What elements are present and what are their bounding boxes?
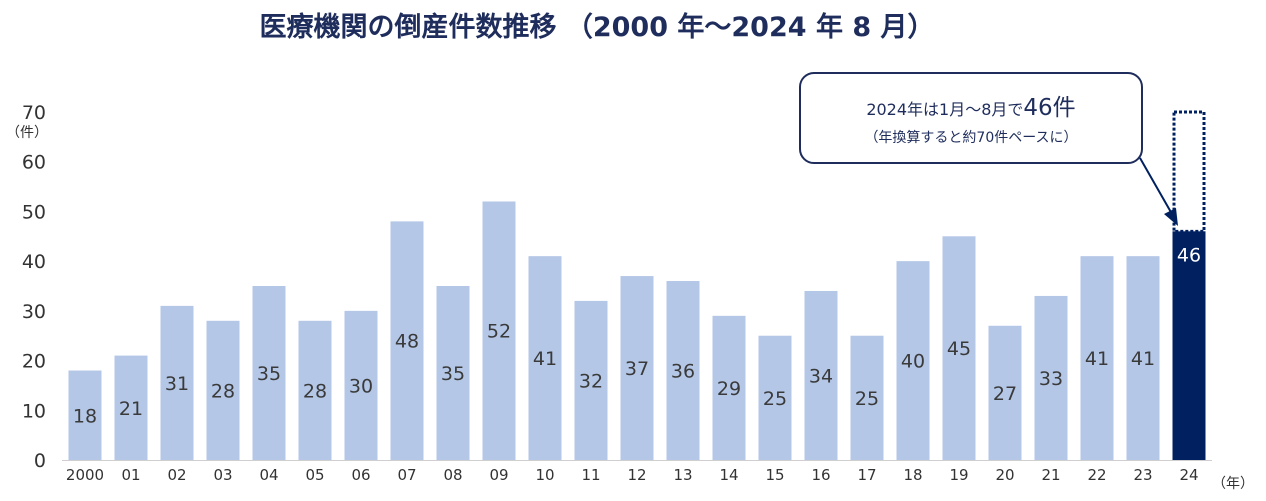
bar (482, 201, 516, 460)
bar (1034, 295, 1068, 460)
y-tick-label: 60 (22, 152, 46, 174)
bar (850, 335, 884, 460)
x-tick-label: 12 (627, 466, 646, 484)
bar-value-label: 29 (717, 378, 741, 400)
x-tick-label: 11 (581, 466, 600, 484)
bar-value-label: 37 (625, 358, 649, 380)
bar (436, 286, 470, 460)
bar-value-label: 41 (533, 348, 557, 370)
callout-arrowhead (1164, 208, 1178, 226)
bar-value-label: 28 (303, 380, 327, 402)
callout-box (799, 72, 1143, 164)
bar (758, 335, 792, 460)
bar-value-label: 27 (993, 383, 1017, 405)
x-tick-label: 16 (811, 466, 830, 484)
y-tick-label: 30 (22, 301, 46, 323)
bar (114, 355, 148, 460)
bar-value-label: 33 (1039, 368, 1063, 390)
x-axis-unit: （年） (1212, 476, 1254, 492)
x-tick-label: 08 (443, 466, 462, 484)
bar-value-label: 48 (395, 331, 419, 353)
x-axis: 2000 01 02 03 04 05 06 07 08 09 10 11 12 13 14 15 16 17 18… (66, 466, 1199, 484)
x-tick-label: 03 (213, 466, 232, 484)
x-tick-label: 10 (535, 466, 554, 484)
bar (804, 290, 838, 460)
bar (988, 325, 1022, 460)
bar-highlight (1172, 231, 1206, 460)
callout-line1-prefix: 2024年は1月～8月で (866, 100, 1023, 119)
callout-arrow (1139, 157, 1173, 215)
x-tick-label: 22 (1087, 466, 1106, 484)
bar (712, 315, 746, 460)
x-tick-label: 23 (1133, 466, 1152, 484)
bar-value-label: 21 (119, 398, 143, 420)
x-tick-label: 24 (1179, 466, 1198, 484)
x-tick-label: 06 (351, 466, 370, 484)
bar-value-label: 41 (1131, 348, 1155, 370)
bar (896, 261, 930, 460)
x-tick-label: 21 (1041, 466, 1060, 484)
x-tick-label: 09 (489, 466, 508, 484)
bar-value-label: 30 (349, 375, 373, 397)
bar-value-label: 25 (855, 388, 879, 410)
x-tick-label: 14 (719, 466, 738, 484)
bar-value-label: 28 (211, 380, 235, 402)
x-tick-label: 02 (167, 466, 186, 484)
x-tick-label: 20 (995, 466, 1014, 484)
bar-value-label: 46 (1177, 244, 1201, 266)
y-tick-label: 40 (22, 251, 46, 273)
x-tick-label: 01 (121, 466, 140, 484)
bar (942, 236, 976, 460)
bar (68, 370, 102, 460)
y-axis-unit: （件） (6, 125, 48, 141)
bar-value-label: 40 (901, 351, 925, 373)
bar-value-label: 52 (487, 321, 511, 343)
bars: 18 21 31 28 35 28 30 48 35 52 41 32 37 36 29 25 34 25 40 45… (68, 110, 1206, 460)
bar (528, 256, 562, 460)
annotation-callout: 2024年は1月～8月で46件 （年換算すると約70件ペースに） (799, 72, 1178, 226)
x-tick-label: 13 (673, 466, 692, 484)
callout-line1-highlight: 46件 (1023, 95, 1075, 121)
y-tick-label: 0 (34, 450, 46, 472)
x-tick-label: 04 (259, 466, 278, 484)
bar-value-label: 34 (809, 365, 833, 387)
bar (574, 300, 608, 460)
x-tick-label: 18 (903, 466, 922, 484)
callout-line1: 2024年は1月～8月で46件 (866, 95, 1075, 121)
y-tick-label: 10 (22, 400, 46, 422)
bar-value-label: 45 (947, 338, 971, 360)
x-tick-label: 05 (305, 466, 324, 484)
bar (252, 286, 286, 460)
bar (1126, 256, 1160, 460)
bar (206, 320, 240, 460)
y-tick-label: 50 (22, 201, 46, 223)
x-tick-label: 07 (397, 466, 416, 484)
bar-value-label: 35 (441, 363, 465, 385)
bar-value-label: 25 (763, 388, 787, 410)
bar (344, 310, 378, 460)
chart-title: 医療機関の倒産件数推移 （2000 年～2024 年 8 月） (259, 11, 934, 43)
bar-value-label: 41 (1085, 348, 1109, 370)
x-tick-label: 2000 (66, 466, 104, 484)
bar-value-label: 36 (671, 361, 695, 383)
bar-value-label: 31 (165, 373, 189, 395)
bar (1080, 256, 1114, 460)
y-tick-label: 20 (22, 351, 46, 373)
bar (666, 281, 700, 460)
projected-bar-outline (1172, 110, 1206, 233)
bar-value-label: 35 (257, 363, 281, 385)
bar (298, 320, 332, 460)
callout-line2: （年換算すると約70件ペースに） (864, 130, 1077, 146)
y-axis: 0 10 20 30 40 50 60 70 (22, 102, 46, 472)
bar (390, 221, 424, 460)
x-tick-label: 17 (857, 466, 876, 484)
bar-value-label: 18 (73, 405, 97, 427)
y-tick-label: 70 (22, 102, 46, 124)
bar-value-label: 32 (579, 370, 603, 392)
bar (160, 305, 194, 460)
bar (620, 276, 654, 460)
x-tick-label: 15 (765, 466, 784, 484)
x-tick-label: 19 (949, 466, 968, 484)
